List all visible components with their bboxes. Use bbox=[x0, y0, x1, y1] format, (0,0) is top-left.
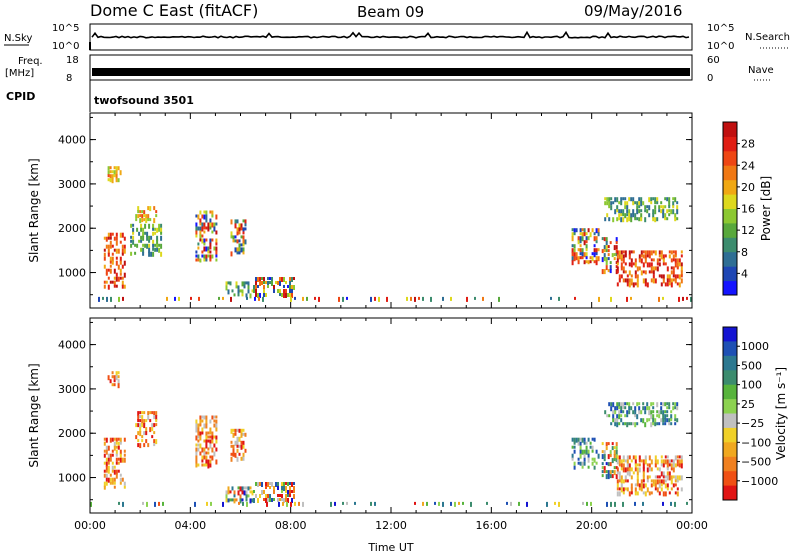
data-cells bbox=[98, 166, 692, 302]
colorbar-segment bbox=[723, 136, 737, 152]
y-tick-label: 2000 bbox=[58, 222, 86, 235]
noise-trace bbox=[91, 30, 690, 39]
colorbar-tick-label: 25 bbox=[741, 398, 755, 411]
colorbar-tick-label: 12 bbox=[741, 224, 755, 237]
noise-right-top: 10^5 bbox=[707, 23, 734, 34]
colorbar-segment bbox=[723, 427, 737, 443]
x-tick-label: 04:00 bbox=[174, 519, 206, 532]
colorbar-tick-label: −500 bbox=[741, 456, 771, 469]
colorbar-tick-label: 24 bbox=[741, 159, 755, 172]
nsearch-label: N.Search bbox=[745, 32, 790, 43]
nave-bottom: 0 bbox=[707, 73, 713, 84]
nave-top: 60 bbox=[707, 55, 720, 66]
freq-unit: [MHz] bbox=[5, 68, 34, 79]
freq-strip-frame bbox=[89, 54, 693, 81]
x-tick-label: 12:00 bbox=[375, 519, 407, 532]
colorbar-segment bbox=[723, 471, 737, 487]
panel-frame bbox=[89, 317, 693, 514]
panel-frame bbox=[89, 112, 693, 309]
y-tick-label: 4000 bbox=[58, 134, 86, 147]
freq-label: Freq. bbox=[18, 56, 43, 67]
colorbar-segment bbox=[723, 485, 737, 501]
colorbar-tick-label: 8 bbox=[741, 246, 748, 259]
x-tick-label: 16:00 bbox=[475, 519, 507, 532]
data-cells bbox=[90, 371, 688, 507]
colorbar-segment bbox=[723, 122, 737, 137]
noise-strip-frame bbox=[89, 23, 693, 51]
colorbar-segment bbox=[723, 355, 737, 371]
y-tick-label: 1000 bbox=[58, 472, 86, 485]
colorbar-segment bbox=[723, 370, 737, 386]
x-tick-label: 00:00 bbox=[74, 519, 106, 532]
colorbar-segment bbox=[723, 194, 737, 209]
y-tick-label: 3000 bbox=[58, 383, 86, 396]
colorbar-segment bbox=[723, 150, 737, 166]
colorbar-segment bbox=[723, 251, 737, 267]
colorbar-tick-label: 500 bbox=[741, 359, 762, 372]
colorbar-tick-label: −25 bbox=[741, 417, 764, 430]
y-axis-label: Slant Range [km] bbox=[27, 158, 41, 262]
y-tick-label: 4000 bbox=[58, 339, 86, 352]
colorbar-segment bbox=[723, 222, 737, 238]
colorbar-segment bbox=[723, 237, 737, 253]
colorbar-segment bbox=[723, 208, 737, 224]
y-tick-label: 3000 bbox=[58, 178, 86, 191]
colorbar-tick-label: 4 bbox=[741, 267, 748, 280]
freq-top: 18 bbox=[66, 55, 79, 66]
freq-band bbox=[92, 68, 690, 76]
y-tick-label: 1000 bbox=[58, 267, 86, 280]
noise-left-top: 10^5 bbox=[52, 23, 79, 34]
colorbar-frame bbox=[722, 326, 738, 501]
beam-title: Beam 09 bbox=[357, 3, 424, 21]
x-tick-label: 08:00 bbox=[275, 519, 307, 532]
noise-right-bottom: 10^0 bbox=[707, 41, 734, 52]
colorbar-segment bbox=[723, 456, 737, 472]
station-title: Dome C East (fitACF) bbox=[90, 1, 258, 20]
date-title: 09/May/2016 bbox=[584, 2, 682, 20]
colorbar-tick-label: 100 bbox=[741, 379, 762, 392]
colorbar-segment bbox=[723, 442, 737, 458]
x-tick-label: 00:00 bbox=[676, 519, 708, 532]
colorbar-segment bbox=[723, 341, 737, 357]
colorbar-label: Power [dB] bbox=[759, 176, 773, 241]
cpid-label: CPID bbox=[6, 90, 35, 103]
colorbar-tick-label: 16 bbox=[741, 203, 755, 216]
nave-label: Nave bbox=[748, 65, 774, 76]
colorbar-segment bbox=[723, 179, 737, 195]
colorbar-label: Velocity [m s⁻¹] bbox=[774, 367, 788, 460]
colorbar-segment bbox=[723, 399, 737, 414]
velocity-panel: 1000 2000 3000 4000 Slant Range [km] 00:00 04:… bbox=[27, 317, 788, 532]
colorbar-segment bbox=[723, 280, 737, 296]
colorbar-segment bbox=[723, 266, 737, 282]
colorbar-tick-label: −100 bbox=[741, 436, 771, 449]
x-axis-label: Time UT bbox=[367, 541, 413, 554]
colorbar-segment bbox=[723, 413, 737, 429]
colorbar-segment bbox=[723, 384, 737, 400]
x-tick-label: 20:00 bbox=[576, 519, 608, 532]
colorbar-tick-label: 28 bbox=[741, 138, 755, 151]
y-tick-label: 2000 bbox=[58, 427, 86, 440]
colorbar-tick-label: −1000 bbox=[741, 475, 778, 488]
cpid-value: twofsound 3501 bbox=[94, 94, 194, 107]
colorbar-tick-label: 1000 bbox=[741, 340, 769, 353]
colorbar: 1000 500 100 25 −25 −100 −500 −1000 Velocity [m … bbox=[722, 326, 788, 501]
colorbar-segment bbox=[723, 165, 737, 181]
colorbar: 4 8 12 16 20 24 28 Power [dB] bbox=[722, 121, 773, 296]
noise-left-bottom: 10^0 bbox=[52, 41, 79, 52]
power-panel: 1000 2000 3000 4000 Slant Range [km] 4 8 12 16 20… bbox=[27, 112, 773, 309]
freq-bottom: 8 bbox=[66, 73, 72, 84]
colorbar-segment bbox=[723, 327, 737, 342]
y-axis-label: Slant Range [km] bbox=[27, 363, 41, 467]
colorbar-tick-label: 20 bbox=[741, 181, 755, 194]
nsky-label: N.Sky bbox=[4, 33, 32, 44]
